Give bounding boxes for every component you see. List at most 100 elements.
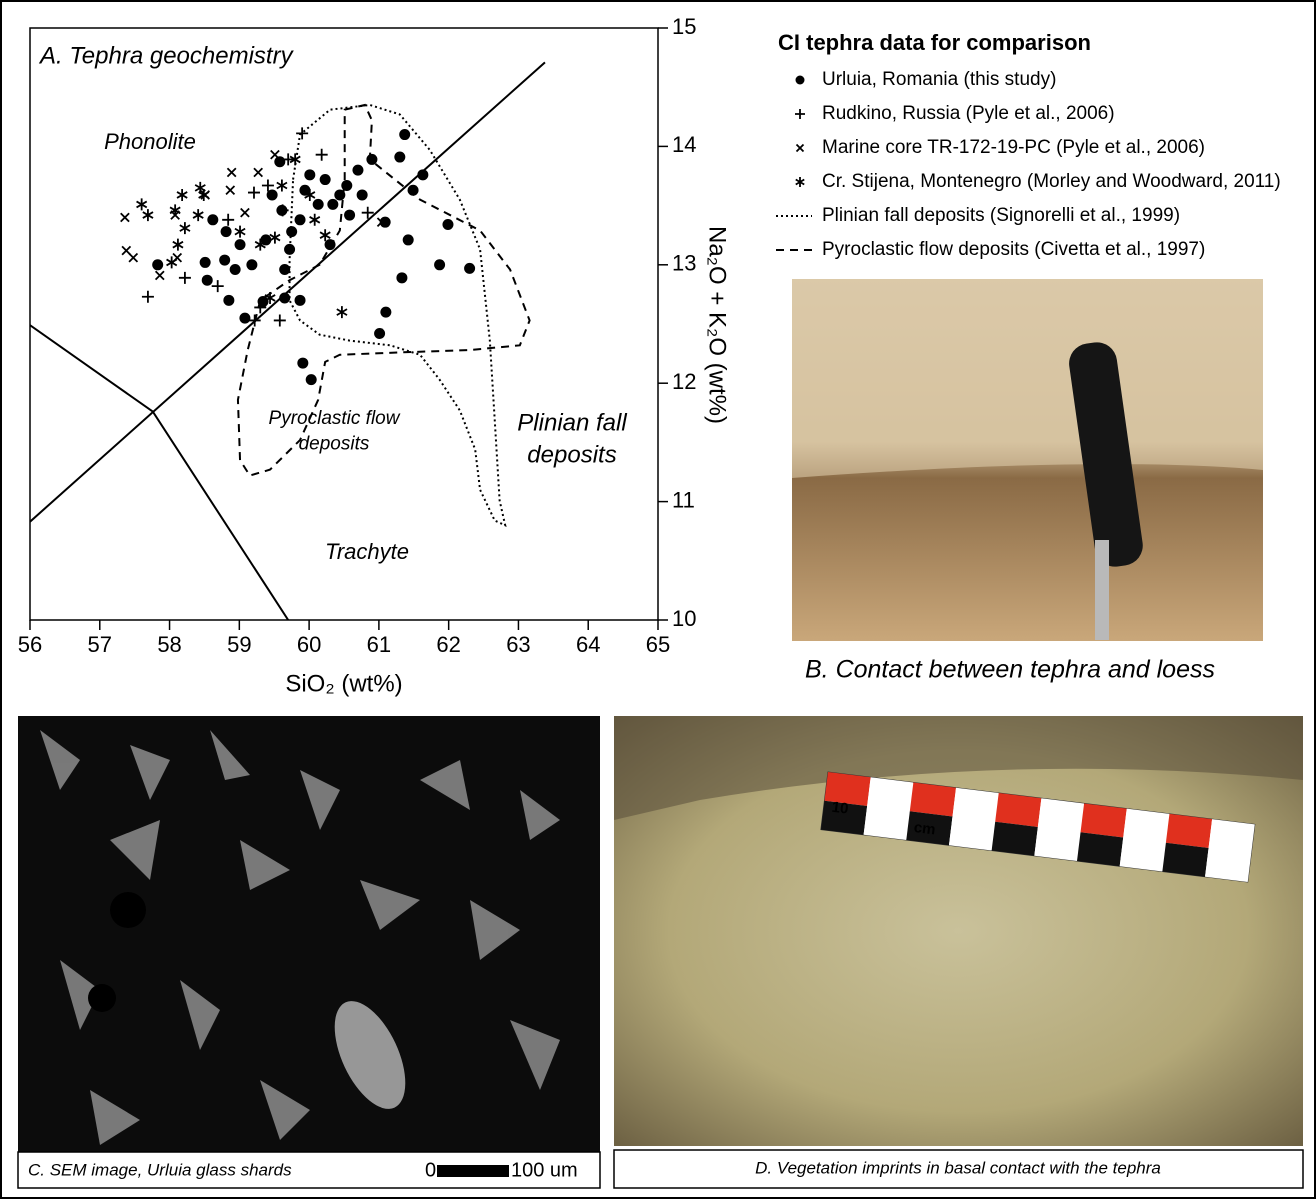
x-tick-label: 57 [88,632,112,657]
legend-label: Urluia, Romania (this study) [822,69,1056,90]
ruler-cell [948,816,996,851]
point [289,153,301,166]
ruler-cell [1034,826,1081,862]
point [336,306,348,319]
photo-c: C. SEM image, Urluia glass shards 0 100 … [17,716,601,1189]
point [266,189,278,201]
point [464,262,476,274]
point [246,259,258,271]
point [366,153,378,165]
point [225,185,236,196]
point [334,189,346,201]
caption-d: D. Vegetation imprints in basal contact … [755,1158,1161,1177]
legend-label: Cr. Stijena, Montenegro (Morley and Wood… [822,171,1281,192]
point [402,234,414,246]
point [407,184,419,196]
point [304,188,316,201]
x-axis-label: SiO₂ (wt%) [285,670,402,697]
ruler-unit: cm [913,819,937,839]
knife-blade [1095,540,1109,640]
ruler-cell [1208,819,1255,854]
photo-d: 10 cm D. Vegetation imprints in basal co… [613,716,1304,1189]
point [324,239,336,251]
point [207,214,219,226]
point [273,314,286,327]
point [309,213,321,226]
point [380,306,392,318]
point [379,216,391,228]
ruler-cell [995,792,1042,827]
y-tick-label: 13 [672,251,696,276]
point [396,272,408,284]
point [222,213,235,226]
point [352,164,364,176]
legend-label: Pyroclastic flow deposits (Civetta et al… [822,239,1205,260]
point [417,169,429,181]
photo-d-background [614,716,1303,820]
point [154,270,165,281]
point [253,167,264,178]
point [297,357,309,369]
scale-end: 100 um [511,1159,578,1181]
ruler-cell [1205,847,1252,882]
annotation: Trachyte [325,539,409,564]
point [226,167,237,178]
ruler-cell [1037,798,1085,833]
point [312,198,324,210]
point [276,179,288,192]
point [229,264,241,276]
plot-area [30,61,546,620]
annotation: Plinian fall [517,409,627,436]
point [296,127,309,140]
point [394,151,406,163]
point [220,226,232,238]
annotation: deposits [527,442,616,469]
point [172,238,184,251]
point [136,198,148,211]
point [399,129,411,141]
legend-label: Marine core TR-172-19-PC (Pyle et al., 2… [822,137,1205,158]
knife [1069,342,1143,567]
point [234,225,246,238]
annotation: Pyroclastic flow [269,408,401,429]
field-boundary [30,324,290,620]
point [166,256,178,269]
ruler-cell [1080,803,1127,838]
point [294,294,306,306]
point [269,231,281,244]
point [376,217,387,228]
annotation: Phonolite [104,129,196,154]
point [254,301,267,314]
point [327,198,339,210]
plot-frame [29,27,659,621]
point [315,148,328,161]
ruler-cell [867,777,914,812]
point [374,327,386,339]
ruler-cell [1165,813,1213,848]
point [282,153,295,166]
y-tick-label: 10 [672,606,696,631]
ruler-cell [991,821,1038,856]
point [294,214,306,226]
ruler-cell [824,772,871,807]
point [141,290,154,303]
point [319,229,331,242]
x-tick-label: 63 [506,632,530,657]
ruler-cell [1162,842,1209,877]
point [128,252,139,263]
x-tick-label: 56 [18,632,42,657]
y-tick-label: 11 [672,487,695,512]
ruler-cell [909,782,957,817]
annotation: deposits [299,434,370,455]
point [434,259,446,271]
point [274,156,286,168]
point [120,212,130,223]
chart-a: A. Tephra geochemistry SiO₂ (wt%) Na₂O +… [18,14,1281,698]
glass-shards [40,730,560,1145]
point [286,226,298,238]
point [361,206,374,219]
ruler: 10 cm [820,771,1256,883]
field-boundary [30,61,546,523]
x-tick-label: 59 [227,632,251,657]
